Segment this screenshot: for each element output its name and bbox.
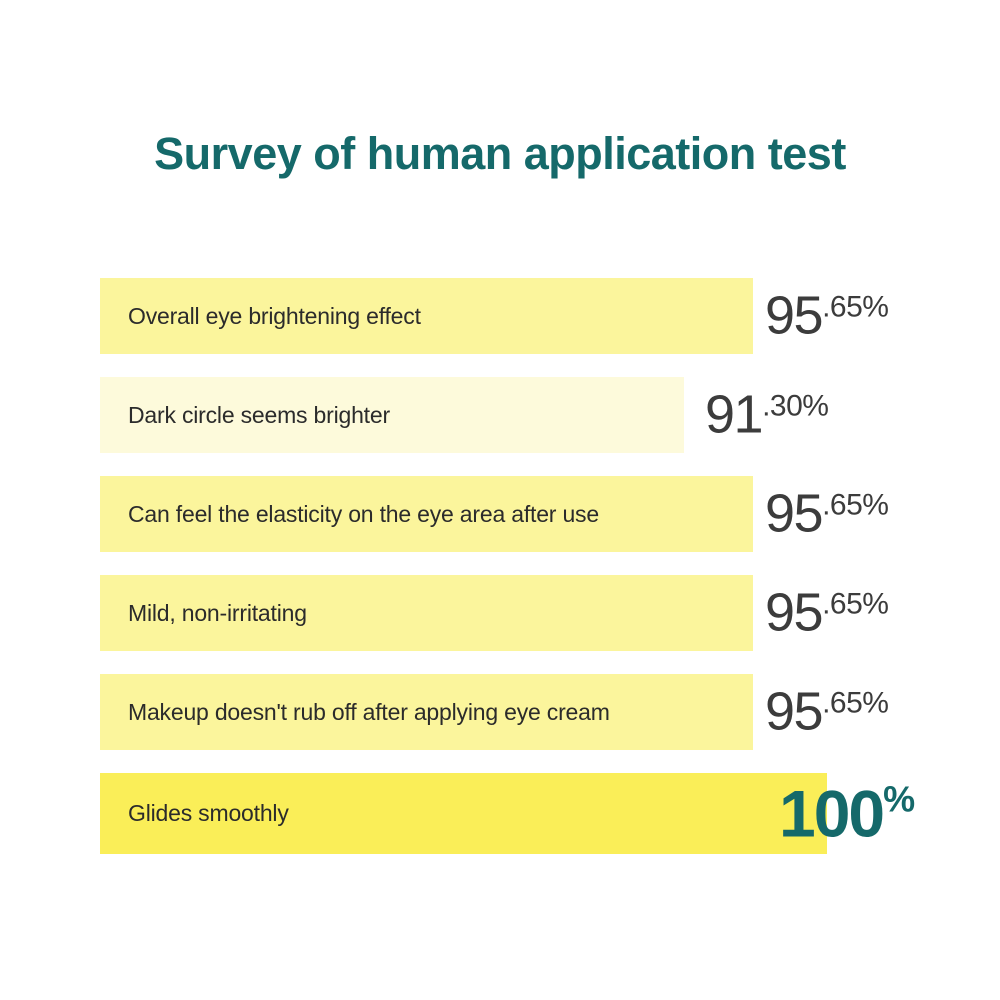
- page-title: Survey of human application test: [154, 128, 846, 179]
- bar-label: Mild, non-irritating: [128, 599, 307, 626]
- value-sub: %: [883, 778, 915, 820]
- bar-glides-smoothly: Glides smoothly: [100, 773, 827, 854]
- bar-label: Can feel the elasticity on the eye area …: [128, 500, 599, 527]
- bar-label: Dark circle seems brighter: [128, 401, 390, 428]
- bar-overall-eye-brightening: Overall eye brightening effect: [100, 278, 753, 354]
- bar-label: Overall eye brightening effect: [128, 302, 421, 329]
- bar-label: Makeup doesn't rub off after applying ey…: [128, 698, 610, 725]
- value-main: 95: [765, 582, 824, 643]
- bar-value: 95.65%: [765, 582, 889, 643]
- bar-value: 95.65%: [765, 483, 889, 544]
- value-sub: .65%: [822, 587, 889, 621]
- bar-label: Glides smoothly: [128, 800, 289, 826]
- bar-row-glides-smoothly: Glides smoothly 100%: [100, 773, 960, 854]
- bar-dark-circle: Dark circle seems brighter: [100, 377, 684, 453]
- value-sub: .65%: [822, 488, 889, 522]
- bar-value: 100%: [779, 776, 915, 851]
- value-sub: .30%: [762, 389, 829, 423]
- value-main: 95: [765, 483, 824, 544]
- bar-row-dark-circle: Dark circle seems brighter 91.30%: [100, 377, 960, 453]
- bar-row-mild-non-irritating: Mild, non-irritating 95.65%: [100, 575, 960, 651]
- value-main: 91: [705, 384, 764, 445]
- bar-value: 95.65%: [765, 681, 889, 742]
- bar-row-overall-eye-brightening: Overall eye brightening effect 95.65%: [100, 278, 960, 354]
- bar-value: 91.30%: [705, 384, 829, 445]
- bar-value: 95.65%: [765, 285, 889, 346]
- bar-row-elasticity: Can feel the elasticity on the eye area …: [100, 476, 960, 552]
- bar-elasticity: Can feel the elasticity on the eye area …: [100, 476, 753, 552]
- value-main: 95: [765, 681, 824, 742]
- survey-bar-chart: Overall eye brightening effect 95.65% Da…: [100, 278, 960, 854]
- bar-makeup-rub-off: Makeup doesn't rub off after applying ey…: [100, 674, 753, 750]
- bar-mild-non-irritating: Mild, non-irritating: [100, 575, 753, 651]
- value-sub: .65%: [822, 290, 889, 324]
- value-main: 100: [779, 776, 885, 851]
- value-main: 95: [765, 285, 824, 346]
- value-sub: .65%: [822, 686, 889, 720]
- bar-row-makeup-rub-off: Makeup doesn't rub off after applying ey…: [100, 674, 960, 750]
